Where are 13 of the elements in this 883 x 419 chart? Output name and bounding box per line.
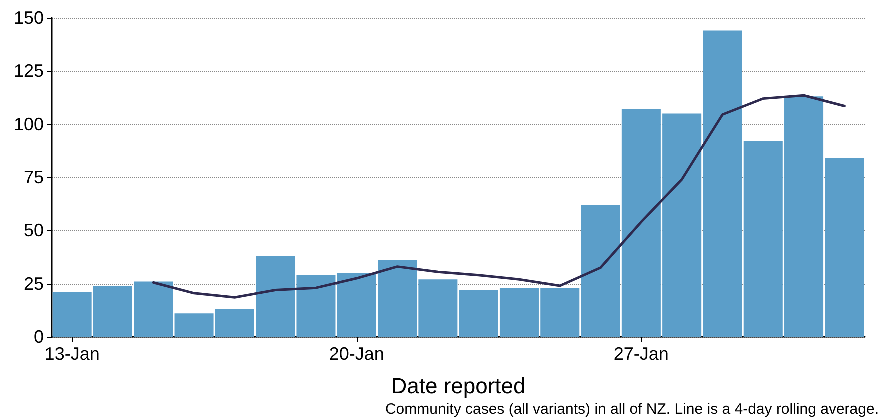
y-tick-label: 75 bbox=[24, 168, 44, 188]
x-tick-label: 20-Jan bbox=[329, 344, 384, 364]
y-tick-label: 0 bbox=[34, 327, 44, 347]
text: Community cases (all variants) in all of NZ. Line is a 4-day rolling average. bbox=[385, 401, 880, 418]
y-tick-label: 125 bbox=[14, 61, 44, 82]
y-tick-label: 50 bbox=[24, 220, 44, 241]
x-tick-label: 13-Jan bbox=[44, 344, 100, 364]
y-tick-label: 100 bbox=[14, 114, 44, 134]
x-tick-label: 27-Jan bbox=[614, 344, 669, 364]
line-series bbox=[152, 94, 846, 299]
x-axis-title: Date reported bbox=[391, 374, 526, 398]
y-tick-label: 25 bbox=[24, 274, 44, 294]
y-tick-label: 150 bbox=[14, 8, 44, 28]
